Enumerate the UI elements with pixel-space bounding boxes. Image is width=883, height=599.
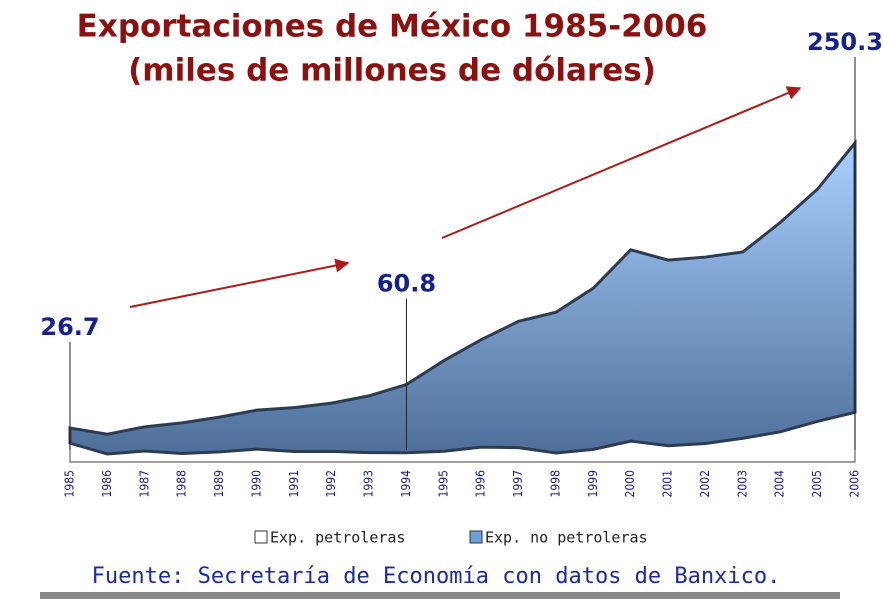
- x-tick-label: 1994: [399, 470, 413, 498]
- x-tick-label: 2002: [698, 470, 712, 497]
- x-tick-label: 2006: [848, 470, 862, 498]
- x-tick-label: 1988: [175, 470, 189, 498]
- area: [68, 138, 857, 456]
- annotation: 250.3: [807, 28, 883, 56]
- arrow: [441, 86, 802, 239]
- source: Fuente: Secretaría de Economía con datos…: [92, 564, 781, 589]
- x-tick-label: 1997: [511, 470, 525, 497]
- legend-swatch: [469, 530, 483, 544]
- x-tick-label: 2001: [661, 470, 675, 497]
- x-tick-label: 1990: [249, 470, 263, 498]
- x-tick-label: 1996: [474, 470, 488, 498]
- x-tick-label: 1992: [324, 470, 338, 497]
- legend-label: Exp. no petroleras: [485, 529, 648, 547]
- legend-label: Exp. petroleras: [270, 529, 405, 547]
- chart-title: Exportaciones de México 1985-2006: [77, 9, 708, 45]
- footer-bar: [40, 592, 840, 599]
- annotation: 60.8: [377, 270, 436, 298]
- x-tick-label: 1985: [63, 470, 77, 497]
- x-tick-label: 2004: [773, 470, 787, 498]
- x-tick-label: 1998: [548, 470, 562, 498]
- x-tick-label: 1995: [436, 470, 450, 497]
- x-tick-label: 1991: [287, 470, 301, 497]
- x-tick-label: 1999: [586, 470, 600, 498]
- x-tick-label: 2005: [810, 470, 824, 497]
- x-tick-label: 2003: [735, 470, 749, 497]
- x-tick-label: 1989: [212, 470, 226, 498]
- x-tick-label: 1993: [362, 470, 376, 497]
- legend-swatch: [254, 530, 268, 544]
- x-tick-label: 1986: [100, 470, 114, 498]
- arrow: [129, 258, 350, 308]
- x-tick-label: 1987: [137, 470, 151, 497]
- chart-subtitle: (miles de millones de dólares): [128, 53, 656, 89]
- annotation: 26.7: [40, 313, 99, 341]
- x-tick-label: 2000: [623, 470, 637, 498]
